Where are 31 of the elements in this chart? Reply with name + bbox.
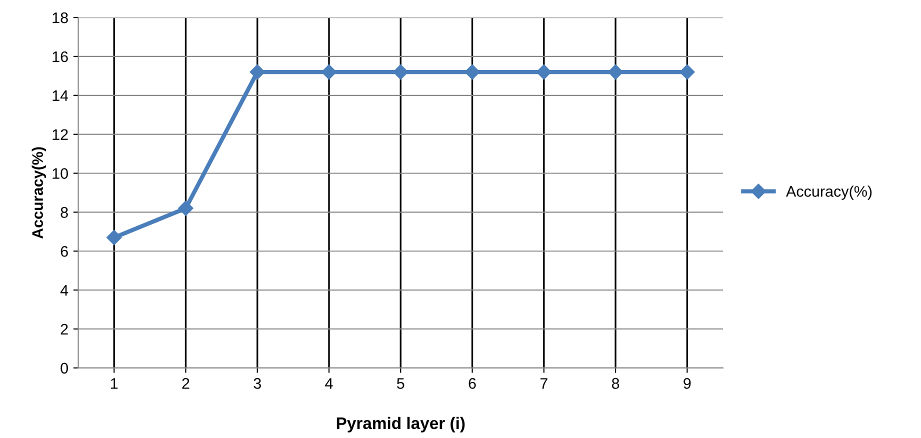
y-tick-label: 0 <box>60 362 68 374</box>
x-tick-label: 2 <box>182 378 190 389</box>
y-tick-label: 6 <box>60 246 68 257</box>
point <box>536 64 552 80</box>
point <box>106 230 122 246</box>
x-tick-label: 9 <box>684 378 691 389</box>
y-tick-label: 2 <box>60 324 68 335</box>
x-axis-title: Pyramid layer (i) <box>336 416 465 432</box>
y-tick-label: 14 <box>52 90 68 101</box>
point <box>608 64 624 80</box>
point <box>680 64 695 80</box>
point <box>250 64 265 80</box>
x-tick-label: 5 <box>397 378 404 389</box>
y-tick-label: 10 <box>52 168 68 179</box>
x-tick-label: 7 <box>540 378 548 389</box>
point <box>464 64 480 80</box>
y-axis-title: Accuracy(%) <box>32 147 46 239</box>
y-tick-label: 18 <box>52 12 68 24</box>
legend-label: Accuracy(%) <box>786 186 872 200</box>
x-tick-label: 1 <box>111 378 118 389</box>
y-tick-label: 4 <box>60 285 68 296</box>
x-tick-label: 8 <box>612 378 620 389</box>
y-tick-label: 8 <box>60 207 68 218</box>
x-tick-label: 4 <box>325 378 333 389</box>
point <box>321 64 337 80</box>
point <box>178 200 194 216</box>
x-tick-label: 6 <box>468 378 476 389</box>
point <box>393 64 408 80</box>
y-tick-label: 16 <box>52 51 68 62</box>
y-tick-label: 12 <box>52 129 68 140</box>
x-tick-label: 3 <box>254 378 261 389</box>
